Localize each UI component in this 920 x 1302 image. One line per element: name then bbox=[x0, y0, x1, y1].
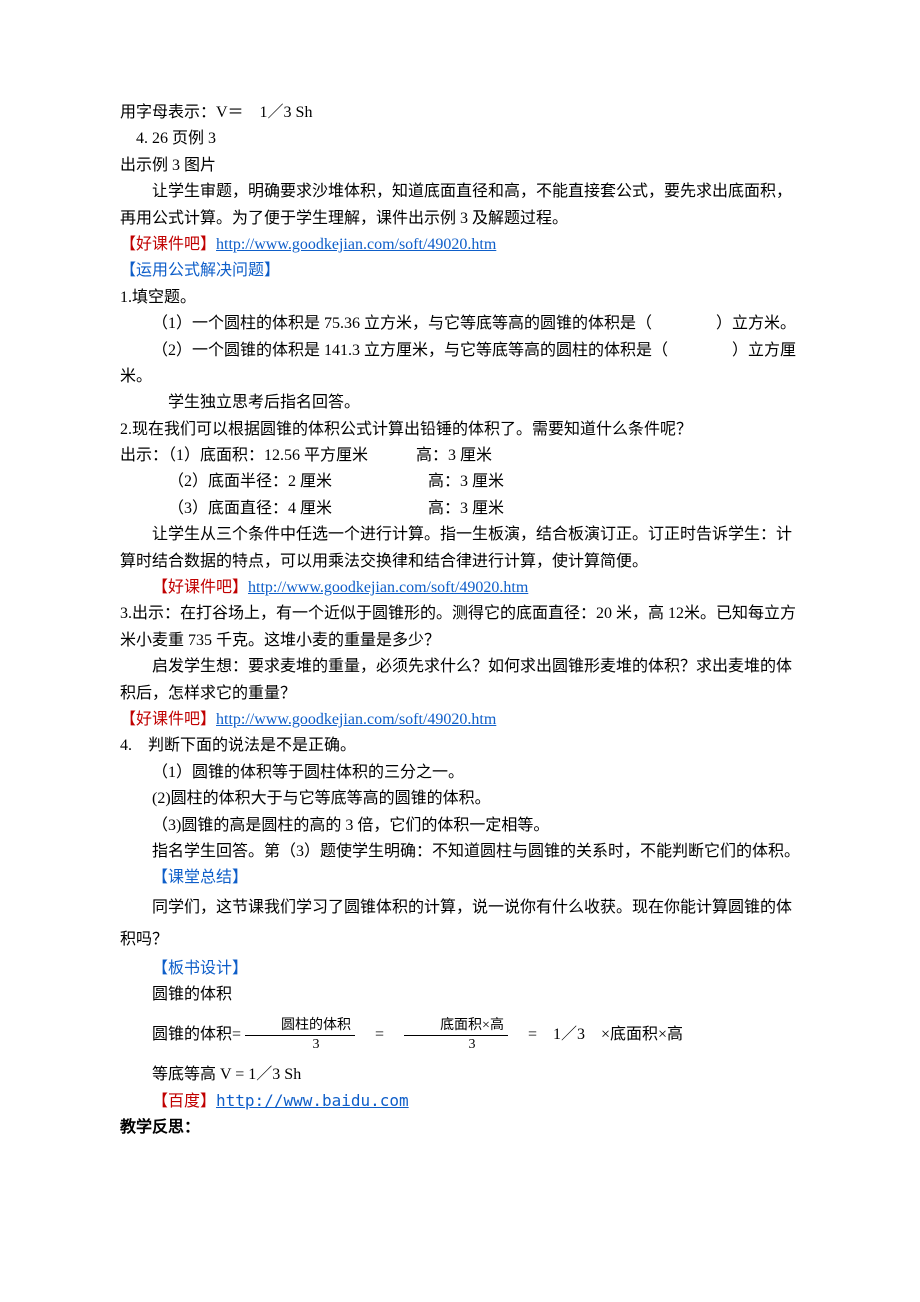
formula-lead: 圆锥的体积= bbox=[152, 1026, 241, 1043]
resource-link[interactable]: http://www.baidu.com bbox=[216, 1091, 409, 1110]
resource-label: 【好课件吧】 bbox=[120, 236, 216, 253]
body-text: 出示：（1）底面积：12.56 平方厘米 高：3 厘米 bbox=[120, 443, 800, 469]
resource-ref: 【好课件吧】http://www.goodkejian.com/soft/490… bbox=[120, 707, 800, 733]
question-item: 2.现在我们可以根据圆锥的体积公式计算出铅锤的体积了。需要知道什么条件呢？ bbox=[120, 417, 800, 443]
formula-tail: = 1／3 ×底面积×高 bbox=[512, 1026, 683, 1043]
question-subitem: （2）一个圆锥的体积是 141.3 立方厘米，与它等底等高的圆柱的体积是（ ）立… bbox=[120, 338, 800, 391]
fraction-denominator: 3 bbox=[404, 1036, 508, 1052]
section-heading: 【课堂总结】 bbox=[120, 865, 800, 891]
body-text: （2）底面半径：2 厘米 高：3 厘米 bbox=[120, 469, 800, 495]
question-item: 1.填空题。 bbox=[120, 285, 800, 311]
body-text: 启发学生想：要求麦堆的重量，必须先求什么？如何求出圆锥形麦堆的体积？求出麦堆的体… bbox=[120, 654, 800, 707]
fraction: 圆柱的体积 3 bbox=[245, 1019, 355, 1052]
resource-ref: 【好课件吧】http://www.goodkejian.com/soft/490… bbox=[120, 232, 800, 258]
body-text: 4. 26 页例 3 bbox=[120, 126, 800, 152]
body-text: 出示例 3 图片 bbox=[120, 153, 800, 179]
body-text: 学生独立思考后指名回答。 bbox=[120, 390, 800, 416]
body-text: （3）底面直径：4 厘米 高：3 厘米 bbox=[120, 496, 800, 522]
body-text: 圆锥的体积 bbox=[120, 982, 800, 1008]
resource-link[interactable]: http://www.goodkejian.com/soft/49020.htm bbox=[248, 579, 528, 596]
resource-ref: 【好课件吧】http://www.goodkejian.com/soft/490… bbox=[120, 575, 800, 601]
formula-eq: = bbox=[359, 1026, 400, 1043]
section-heading: 【运用公式解决问题】 bbox=[120, 258, 800, 284]
resource-link[interactable]: http://www.goodkejian.com/soft/49020.htm bbox=[216, 711, 496, 728]
resource-link[interactable]: http://www.goodkejian.com/soft/49020.htm bbox=[216, 236, 496, 253]
body-text: 指名学生回答。第（3）题使学生明确：不知道圆柱与圆锥的关系时，不能判断它们的体积… bbox=[120, 839, 800, 865]
resource-label: 【百度】 bbox=[152, 1093, 216, 1110]
question-item: 4. 判断下面的说法是不是正确。 bbox=[120, 733, 800, 759]
resource-label: 【好课件吧】 bbox=[152, 579, 248, 596]
body-text: 让学生从三个条件中任选一个进行计算。指一生板演，结合板演订正。订正时告诉学生：计… bbox=[120, 522, 800, 575]
section-heading: 教学反思： bbox=[120, 1115, 800, 1141]
resource-label: 【好课件吧】 bbox=[120, 711, 216, 728]
fraction-denominator: 3 bbox=[245, 1036, 355, 1052]
fraction-numerator: 底面积×高 bbox=[404, 1019, 508, 1036]
formula: 圆锥的体积= 圆柱的体积 3 = 底面积×高 3 = 1／3 ×底面积×高 bbox=[120, 1019, 800, 1052]
question-subitem: （1）一个圆柱的体积是 75.36 立方米，与它等底等高的圆锥的体积是（ ）立方… bbox=[120, 311, 800, 337]
section-heading: 【板书设计】 bbox=[120, 956, 800, 982]
question-subitem: （1）圆锥的体积等于圆柱体积的三分之一。 bbox=[120, 760, 800, 786]
body-text: 让学生审题，明确要求沙堆体积，知道底面直径和高，不能直接套公式，要先求出底面积，… bbox=[120, 179, 800, 232]
question-subitem: （3)圆锥的高是圆柱的高的 3 倍，它们的体积一定相等。 bbox=[120, 813, 800, 839]
fraction: 底面积×高 3 bbox=[404, 1019, 508, 1052]
body-text: 同学们，这节课我们学习了圆锥体积的计算，说一说你有什么收获。现在你能计算圆锥的体… bbox=[120, 892, 800, 956]
resource-ref: 【百度】http://www.baidu.com bbox=[120, 1088, 800, 1115]
document-page: 用字母表示：V＝ 1／3 Sh 4. 26 页例 3 出示例 3 图片 让学生审… bbox=[0, 0, 920, 1202]
body-text: 等底等高 V = 1／3 Sh bbox=[120, 1062, 800, 1088]
question-item: 3.出示：在打谷场上，有一个近似于圆锥形的。测得它的底面直径：20 米，高 12… bbox=[120, 601, 800, 654]
fraction-numerator: 圆柱的体积 bbox=[245, 1019, 355, 1036]
question-subitem: (2)圆柱的体积大于与它等底等高的圆锥的体积。 bbox=[120, 786, 800, 812]
body-text: 用字母表示：V＝ 1／3 Sh bbox=[120, 100, 800, 126]
